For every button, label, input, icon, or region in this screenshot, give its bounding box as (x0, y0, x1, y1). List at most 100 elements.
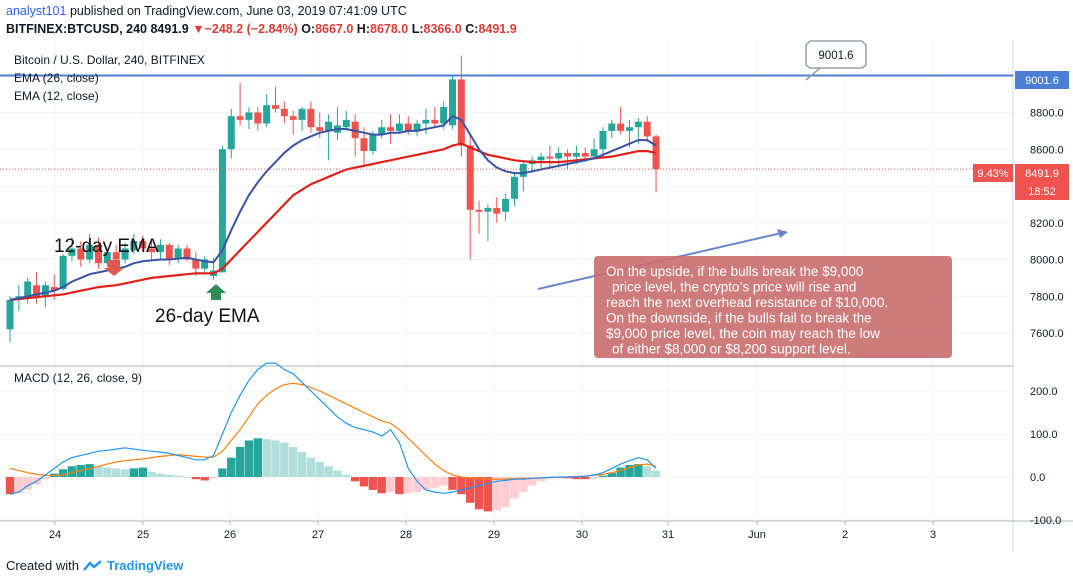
note-line: $9,000 price level, the coin may reach t… (606, 326, 880, 341)
candle-body (86, 244, 94, 260)
candle-body (360, 138, 368, 152)
candle-body (387, 127, 395, 131)
candle-body (634, 121, 642, 128)
candle-body (156, 244, 164, 253)
pct-tag (973, 164, 1013, 182)
candle-body (395, 123, 403, 131)
low-label: L: (411, 22, 424, 36)
time-axis[interactable]: 24 25 26 27 28 29 30 31 Jun 2 3 (49, 521, 936, 541)
price-tick-label: 7800.0 (1030, 291, 1064, 303)
histogram-bar (227, 457, 236, 477)
histogram-bar (581, 477, 590, 480)
hline-price-tag-text: 9001.6 (1025, 75, 1059, 87)
histogram-bar (643, 466, 652, 477)
time-tick-label: Jun (748, 529, 766, 541)
histogram-bar (182, 477, 192, 478)
histogram-bar (616, 467, 625, 477)
histogram-bar (147, 471, 156, 477)
close-label: C: (465, 22, 479, 36)
histogram-bar (218, 468, 227, 477)
last-price-tag-text: 8491.9 (1025, 168, 1059, 180)
histogram-bar (386, 477, 395, 493)
candle-body (245, 112, 253, 120)
candle-body (254, 112, 262, 124)
time-tick-label: 26 (224, 529, 236, 541)
hline-price-tag (1015, 71, 1069, 89)
histogram-bar (120, 469, 130, 477)
histogram-bar (412, 477, 422, 493)
candle-body (77, 248, 85, 260)
ema12-line (9, 115, 657, 301)
histogram-bar (598, 475, 608, 477)
tradingview-link[interactable]: TradingView (106, 558, 184, 573)
candle-body (272, 105, 279, 109)
candle-body (457, 79, 465, 146)
time-tick-label: 30 (576, 529, 588, 541)
candle-body (519, 163, 527, 177)
histogram-bar (333, 470, 342, 477)
histogram-bar (289, 446, 298, 477)
candle-body (130, 241, 138, 251)
author-link[interactable]: analyst101 (6, 4, 67, 18)
candle-body (41, 285, 49, 297)
candle-body (484, 208, 492, 212)
price-axis[interactable]: 7600.07800.08000.08200.08400.08600.08800… (1030, 108, 1064, 341)
histogram-bar (519, 477, 528, 493)
high-value: 8678.0 (370, 22, 409, 36)
arrowhead (777, 229, 788, 238)
publish-line: analyst101 published on TradingView.com,… (6, 4, 407, 18)
candle-body (316, 127, 324, 131)
histogram-bar (297, 452, 307, 477)
down-arrow-icon: ▼ (192, 22, 205, 36)
candle-body (413, 123, 421, 131)
candle-body (174, 248, 182, 260)
histogram-bar (448, 477, 457, 490)
macd-line (9, 362, 657, 495)
histogram-bar (306, 457, 316, 477)
time-tick-label: 27 (312, 529, 324, 541)
ema26-line (9, 142, 657, 301)
histogram-bar (85, 464, 94, 477)
candle-body (148, 248, 156, 253)
note-text: On the upside, if the bulls break the $9… (606, 264, 888, 357)
candles (6, 55, 660, 343)
histogram-bar (430, 477, 439, 488)
candle-body (139, 241, 147, 249)
candle-body (201, 259, 209, 269)
histogram-bar (483, 477, 493, 512)
histogram-bar (492, 477, 501, 511)
candle-body (112, 252, 120, 260)
candle-body (192, 259, 200, 269)
time-tick-label: 25 (137, 529, 149, 541)
histogram-bar (315, 461, 324, 477)
candle-body (95, 244, 102, 264)
note-line: On the downside, if the bulls fail to br… (606, 311, 872, 326)
histogram-bar (271, 440, 280, 477)
candle-body (422, 119, 430, 124)
publish-info: published on TradingView.com, June 03, 2… (69, 4, 407, 18)
open-value: 8667.0 (315, 22, 354, 36)
macd-axis[interactable]: 200.0 100.0 0.0 -100.0 (1030, 386, 1061, 527)
chart-area[interactable]: 7600.07800.08000.08200.08400.08600.08800… (0, 40, 1073, 552)
histogram-bar (474, 477, 484, 510)
histogram-bar (368, 477, 378, 490)
histogram-bar (572, 477, 581, 480)
callout-text: 9001.6 (818, 50, 853, 62)
histogram-bar (138, 467, 147, 477)
candle-body (510, 176, 518, 199)
note-line: price level, the crypto’s price will ris… (612, 280, 856, 295)
histogram-bar (191, 477, 201, 480)
high-label: H: (356, 22, 370, 36)
histogram-bar (253, 438, 262, 477)
macd-title: MACD (12, 26, close, 9) (14, 371, 142, 385)
candle-body (466, 145, 474, 210)
candle-body (608, 123, 616, 131)
candle-body (590, 149, 598, 157)
price-tick-label: 8600.0 (1030, 144, 1064, 156)
histogram-bar (41, 477, 50, 480)
candle-body (475, 209, 483, 212)
candle-body (493, 208, 501, 214)
legend-ema26: EMA (26, close) (14, 71, 99, 85)
countdown-tag (1015, 182, 1069, 200)
histogram-bar (103, 467, 112, 477)
